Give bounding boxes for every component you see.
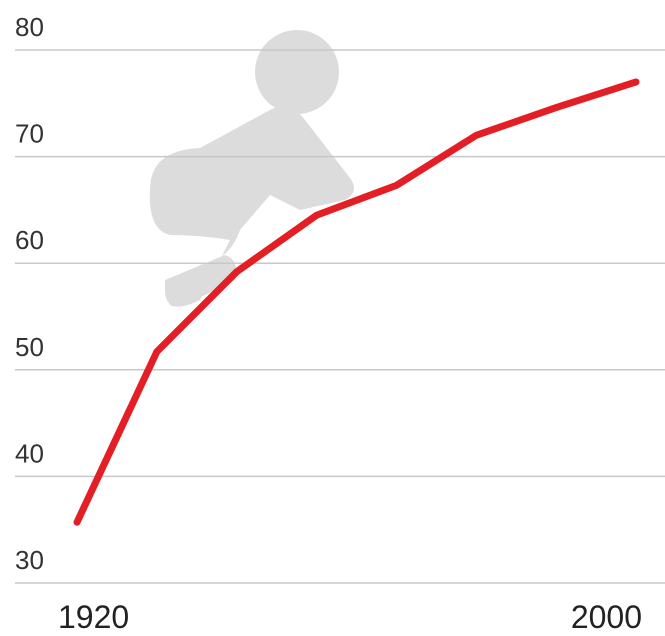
line	[73, 78, 640, 526]
x-tick-label: 1920	[58, 599, 129, 635]
y-tick-label: 40	[15, 438, 44, 468]
y-tick-label: 50	[15, 332, 44, 362]
y-tick-label: 30	[15, 545, 44, 575]
y-tick-label: 70	[15, 119, 44, 149]
x-tick-label: 2000	[571, 599, 642, 635]
y-tick-label: 60	[15, 225, 44, 255]
y-tick-label: 80	[15, 12, 44, 42]
